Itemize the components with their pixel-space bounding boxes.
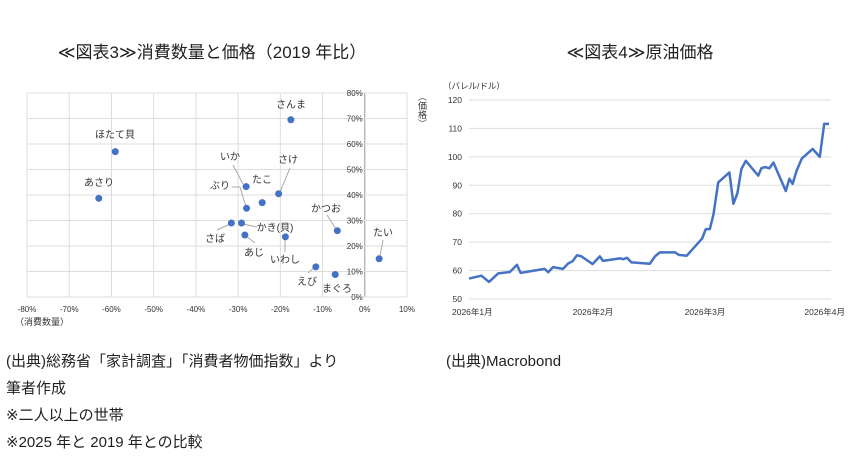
point-label: えび	[297, 276, 317, 288]
x-tick-label: -60%	[102, 305, 121, 314]
x-tick-label: 10%	[399, 305, 415, 314]
point-label: さば	[205, 233, 225, 245]
point-label: たい	[373, 227, 393, 239]
x-tick-label: 2026年2月	[573, 307, 614, 317]
data-point	[333, 227, 341, 235]
point-label: あじ	[244, 247, 264, 259]
y-tick-label: 10%	[347, 268, 363, 277]
point-label: さけ	[278, 154, 298, 166]
x-tick-label: 2026年1月	[452, 307, 493, 317]
leader-line	[232, 164, 244, 185]
x-tick-label: -70%	[60, 305, 79, 314]
y-tick-label: 80	[453, 209, 463, 219]
scatter-title: ≪図表3≫消費数量と価格（2019 年比）	[57, 43, 367, 62]
data-point	[331, 271, 339, 279]
line-chart: 50 60 70 80 90 100 110 120 2026年1月 2026年2月 2026年3月…	[443, 81, 845, 317]
data-point	[242, 183, 250, 191]
x-tick-label: -80%	[18, 305, 37, 314]
y-axis-label: （価格）	[417, 92, 427, 128]
y-tick-label: 100	[448, 152, 462, 162]
point-label: たこ	[252, 174, 272, 186]
y-tick-label: 40%	[347, 191, 363, 200]
data-point	[243, 204, 251, 212]
y-tick-label: 0%	[351, 293, 363, 302]
x-axis-label: （消費数量）	[15, 316, 69, 327]
y-tick-label: 80%	[347, 89, 363, 98]
y-tick-label: 70%	[347, 115, 363, 124]
leader-line	[379, 239, 384, 257]
note-author: 筆者作成	[6, 380, 67, 397]
data-point	[237, 219, 245, 227]
data-point	[281, 233, 289, 241]
point-label: ほたて貝	[95, 129, 135, 141]
point-label: いか	[220, 151, 240, 163]
y-tick-label: 30%	[347, 217, 363, 226]
series-line	[468, 122, 829, 284]
scatter-chart: -80% -70% -60% -50% -40% -30% -20% -10% 0% 10% 0% 1…	[15, 89, 427, 327]
leader-line	[326, 214, 337, 230]
data-point	[227, 219, 235, 227]
y-axis-label: （バレル/ドル）	[443, 81, 505, 91]
leader-line	[279, 167, 291, 193]
data-point	[258, 199, 266, 207]
x-tick-label: -20%	[271, 305, 290, 314]
data-point	[241, 231, 249, 239]
y-tick-label: 60	[453, 266, 463, 276]
data-point	[275, 190, 283, 198]
data-point	[111, 148, 119, 156]
data-point	[375, 255, 383, 263]
note-source-left: (出典)総務省「家計調査」「消費者物価指数」より	[6, 353, 339, 370]
data-point	[95, 194, 103, 202]
y-tick-label: 50%	[347, 166, 363, 175]
point-label: かつお	[311, 203, 341, 215]
point-label: まぐろ	[322, 283, 352, 295]
y-tick-label: 120	[448, 95, 462, 105]
x-tick-label: 2026年4月	[804, 307, 845, 317]
x-tick-label: -10%	[313, 305, 332, 314]
note-comparison: ※2025 年と 2019 年との比較	[6, 434, 203, 451]
leader-line	[242, 223, 258, 228]
x-tick-label: -40%	[187, 305, 206, 314]
x-tick-label: 2026年3月	[685, 307, 726, 317]
data-point	[312, 263, 320, 271]
note-household: ※二人以上の世帯	[6, 407, 124, 424]
note-source-right: (出典)Macrobond	[446, 353, 562, 370]
point-label: あさり	[84, 177, 114, 189]
x-tick-label: -30%	[229, 305, 248, 314]
leader-line	[232, 186, 247, 208]
y-tick-label: 50	[453, 294, 463, 304]
y-tick-label: 70	[453, 237, 463, 247]
point-label: さんま	[276, 99, 306, 111]
point-label: かき(貝)	[257, 222, 294, 234]
data-point	[287, 116, 295, 124]
y-tick-label: 20%	[347, 242, 363, 251]
leader-line	[216, 223, 231, 231]
y-tick-label: 90	[453, 180, 463, 190]
x-tick-label: 0%	[359, 305, 371, 314]
line-title: ≪図表4≫原油価格	[566, 43, 714, 62]
point-label: ぶり	[210, 180, 230, 192]
x-tick-label: -50%	[144, 305, 163, 314]
y-tick-label: 110	[448, 123, 462, 133]
point-label: いわし	[270, 254, 300, 266]
y-tick-label: 60%	[347, 140, 363, 149]
